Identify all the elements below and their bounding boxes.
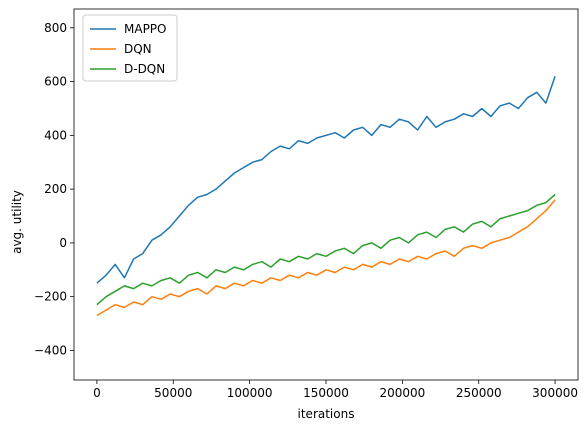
y-tick-label: −400 bbox=[34, 343, 67, 357]
y-tick-label: 600 bbox=[44, 75, 67, 89]
y-tick-label: 800 bbox=[44, 21, 67, 35]
x-axis-title: iterations bbox=[298, 407, 355, 421]
series-line-d-dqn bbox=[96, 193, 556, 306]
axes: 0 50000 100000 150000 200000 250000 300000 −400… bbox=[34, 8, 579, 400]
x-tick-label: 50000 bbox=[154, 386, 192, 400]
y-tick-label: 400 bbox=[44, 128, 67, 142]
y-tick-label: −200 bbox=[34, 290, 67, 304]
y-tick-label: 200 bbox=[44, 182, 67, 196]
plot-area bbox=[96, 75, 556, 317]
y-axis-title: avg. utility bbox=[10, 190, 24, 254]
series-line-mappo bbox=[96, 75, 556, 284]
legend-label-mappo: MAPPO bbox=[124, 22, 166, 36]
series-line-dqn bbox=[96, 199, 556, 317]
legend: MAPPO DQN D-DQN bbox=[82, 14, 178, 82]
x-tick-label: 150000 bbox=[303, 386, 349, 400]
x-tick-label: 250000 bbox=[456, 386, 502, 400]
x-tick-label: 300000 bbox=[532, 386, 578, 400]
legend-label-dqn: DQN bbox=[124, 42, 152, 56]
x-tick-label: 200000 bbox=[379, 386, 425, 400]
y-tick-label: 0 bbox=[59, 236, 67, 250]
x-tick-label: 100000 bbox=[227, 386, 273, 400]
x-tick-label: 0 bbox=[93, 386, 101, 400]
legend-box bbox=[82, 14, 178, 82]
legend-label-d-dqn: D-DQN bbox=[124, 62, 165, 76]
